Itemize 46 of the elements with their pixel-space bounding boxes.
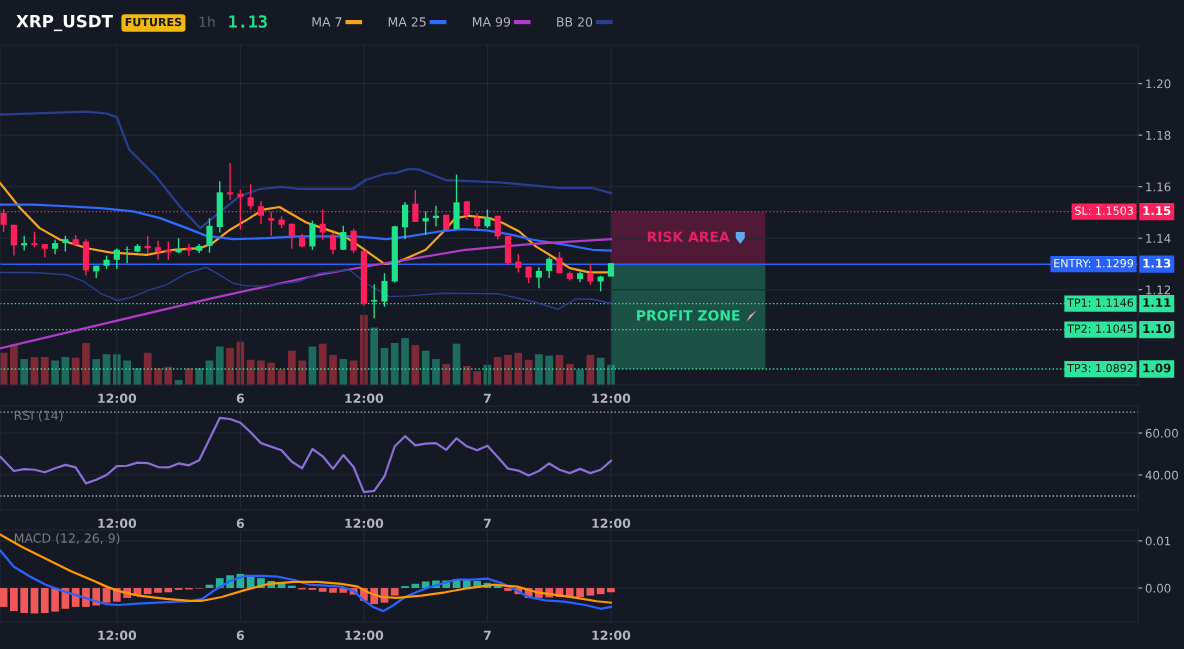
ref-line-label: TP3: 1.0892 [1067, 363, 1133, 373]
band-label: RISK AREA [647, 231, 730, 242]
ref-line-label: TP2: 1.1045 [1067, 324, 1133, 333]
x-tick-label: 12:00 [345, 393, 384, 404]
annotation: 1.11 [1143, 298, 1171, 307]
x-tick-label: 7 [483, 393, 491, 403]
x-tick-label: 12:00 [592, 518, 631, 529]
x-tick-label: 7 [483, 518, 491, 528]
legend-label: MA 25 [388, 17, 426, 27]
y-tick-label: 40.00 [1145, 470, 1178, 480]
x-tick-label: 12:00 [98, 518, 137, 529]
y-tick-label: 1.18 [1146, 130, 1171, 140]
text: 1.13 [229, 15, 267, 28]
legend-label: BB 20 [557, 17, 593, 27]
legend-label: MA 7 [312, 17, 342, 27]
x-tick-label: 6 [236, 518, 245, 529]
x-tick-label: 12:00 [98, 393, 137, 404]
y-tick-label: 1.16 [1146, 182, 1171, 192]
y-tick-label: 1.20 [1146, 79, 1171, 89]
chart-title: RSI (14) [14, 410, 63, 422]
y-tick-label: 1.14 [1146, 234, 1171, 243]
x-tick-label: 12:00 [345, 630, 384, 641]
legend-label: MA 99 [472, 17, 511, 27]
chart-title: XRP_USDT [16, 14, 113, 32]
band-label: PROFIT ZONE [637, 310, 740, 321]
x-tick-label: 12:00 [592, 630, 631, 641]
chart-title: MACD (12, 26, 9) [14, 533, 120, 545]
ref-line-label: SL: 1.1503 [1075, 206, 1133, 215]
text: 1h [199, 16, 215, 27]
x-tick-label: 7 [483, 630, 491, 640]
x-tick-label: 6 [236, 630, 245, 641]
y-tick-label: 0.00 [1145, 583, 1171, 593]
ref-line-label: ENTRY: 1.1299 [1054, 259, 1134, 268]
x-tick-label: 12:00 [98, 630, 137, 641]
annotation: 1.15 [1143, 206, 1171, 216]
x-tick-label: 12:00 [592, 393, 631, 404]
annotation: 1.13 [1143, 258, 1171, 268]
annotation: 1.10 [1143, 324, 1171, 334]
y-tick-label: 1.12 [1146, 285, 1171, 295]
y-tick-label: 60.00 [1145, 428, 1178, 438]
text: FUTURES [125, 17, 182, 27]
x-tick-label: 6 [236, 393, 245, 404]
y-tick-label: 0.01 [1145, 536, 1171, 546]
ref-line-label: TP1: 1.1146 [1067, 298, 1134, 307]
x-tick-label: 12:00 [345, 518, 384, 529]
annotation: 1.09 [1143, 363, 1171, 373]
